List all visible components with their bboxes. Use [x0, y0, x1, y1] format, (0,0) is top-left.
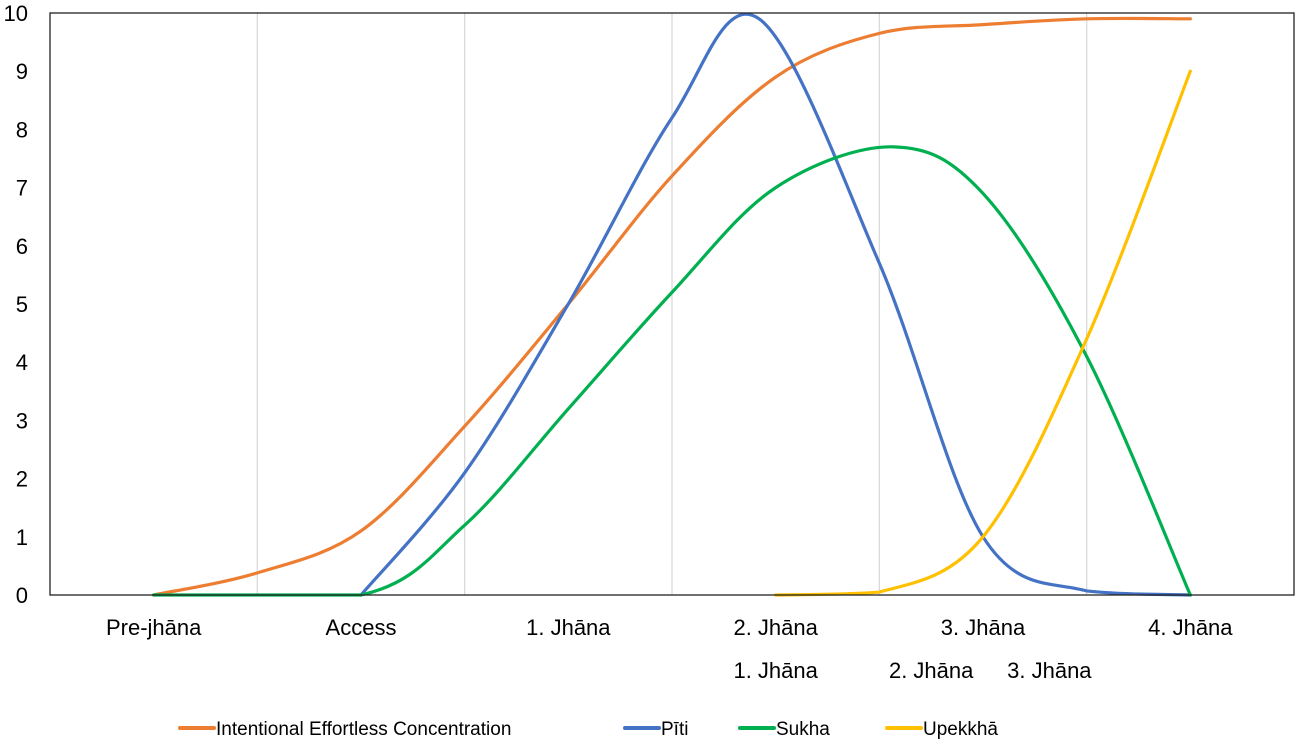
x-secondary-label: 3. Jhāna	[1007, 658, 1092, 683]
series-line-2	[152, 145, 1192, 597]
y-axis: 0 1 2 3 4 5 6 7 8 9 10	[4, 1, 28, 608]
series-line-3	[774, 69, 1192, 597]
x-tick-label: 2. Jhāna	[733, 615, 818, 640]
y-tick-label: 6	[16, 234, 28, 259]
x-tick-label: Access	[326, 615, 397, 640]
y-tick-label: 1	[16, 525, 28, 550]
x-secondary-label: 2. Jhāna	[889, 658, 974, 683]
series-line-1	[359, 12, 1192, 597]
x-tick-label: 1. Jhāna	[526, 615, 611, 640]
x-axis: Pre-jhāna Access 1. Jhāna 2. Jhāna 3. Jhāna 4…	[106, 615, 1233, 683]
y-tick-label: 0	[16, 583, 28, 608]
legend-label: Upekkhā	[923, 719, 998, 740]
series-lines	[152, 12, 1192, 597]
series-line-0	[152, 16, 1192, 597]
x-tick-label: Pre-jhāna	[106, 615, 202, 640]
legend: Intentional Effortless Concentration Pīti…	[178, 719, 998, 740]
y-tick-label: 4	[16, 350, 28, 375]
y-tick-label: 10	[4, 1, 28, 26]
legend-label: Intentional Effortless Concentration	[216, 719, 511, 740]
x-tick-label: 3. Jhāna	[941, 615, 1026, 640]
y-tick-label: 7	[16, 176, 28, 201]
plot-area-border	[49, 12, 1295, 596]
legend-label: Sukha	[776, 719, 830, 740]
gridlines	[256, 13, 1088, 595]
y-tick-label: 9	[16, 59, 28, 84]
legend-label: Pīti	[661, 719, 688, 740]
y-tick-label: 3	[16, 408, 28, 433]
y-tick-label: 5	[16, 292, 28, 317]
x-secondary-label: 1. Jhāna	[733, 658, 818, 683]
x-tick-label: 4. Jhāna	[1148, 615, 1233, 640]
y-tick-label: 2	[16, 467, 28, 492]
y-tick-label: 8	[16, 117, 28, 142]
